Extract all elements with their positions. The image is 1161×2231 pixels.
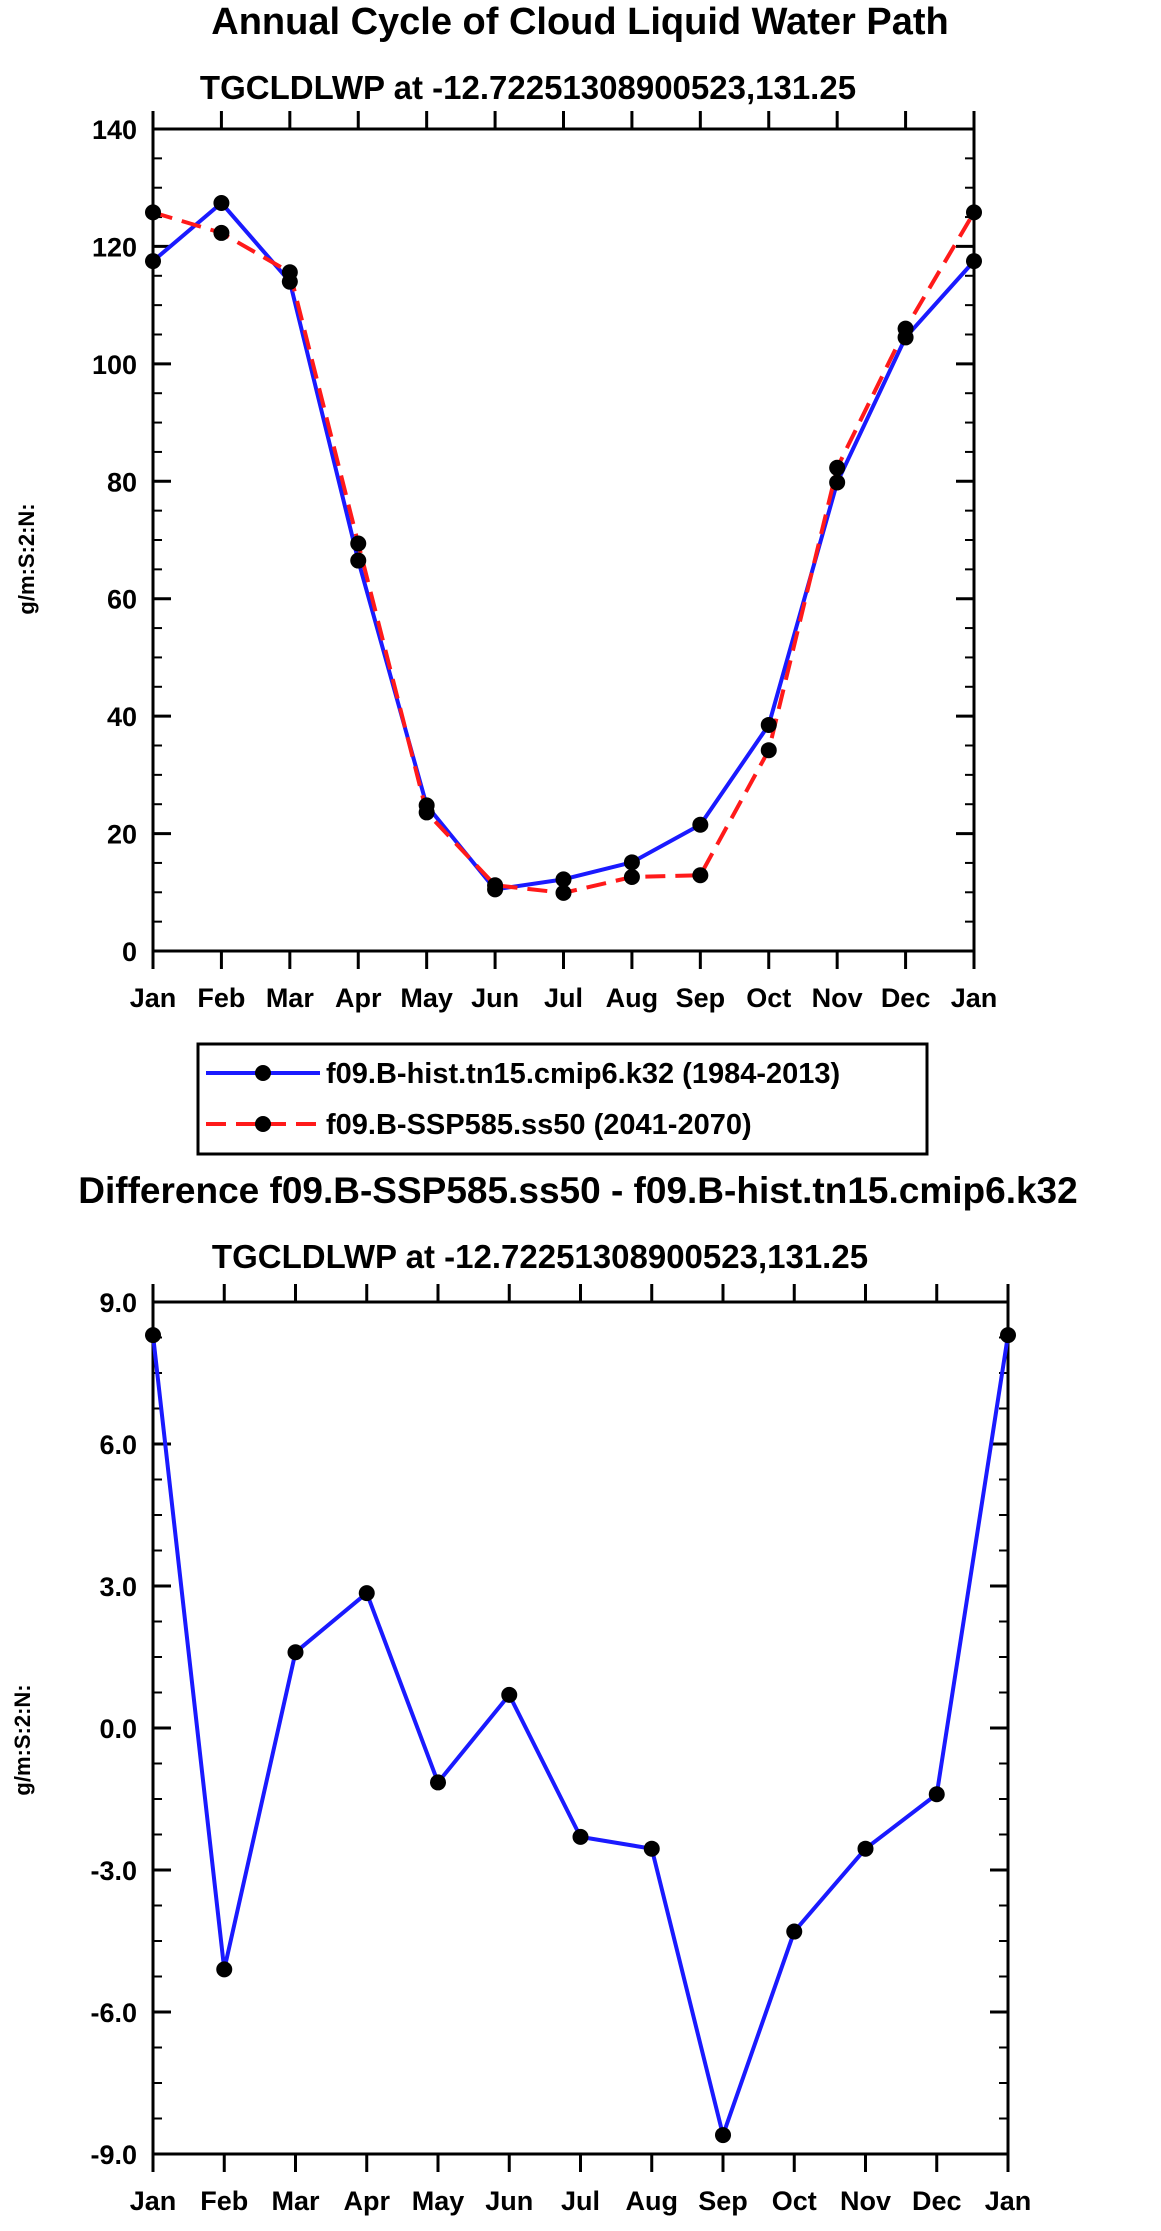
top-chart-series-1-point (966, 204, 982, 221)
top-chart-xtick-label: Jun (471, 983, 519, 1013)
bottom-chart-series-0-point (501, 1686, 518, 1703)
top-chart-series-0-point (623, 854, 640, 871)
bottom-chart-ylabel: g/m:S:2:N: (10, 1684, 35, 1795)
bottom-chart-xtick-label: Jul (561, 2186, 600, 2216)
bottom-chart-title: Difference f09.B-SSP585.ss50 - f09.B-his… (78, 1170, 1077, 1211)
top-chart-series-0-point (555, 871, 572, 888)
top-chart-series-1-point (692, 867, 709, 884)
top-chart-series-1-point (760, 742, 777, 759)
bottom-chart-series-0-point (216, 1961, 233, 1978)
top-chart-subtitle: TGCLDLWP at -12.72251308900523,131.25 (200, 69, 856, 106)
bottom-chart-subtitle: TGCLDLWP at -12.72251308900523,131.25 (212, 1238, 868, 1275)
bottom-chart-xtick-label: Jan (985, 2186, 1032, 2216)
bottom-chart-series-line-0 (151, 1334, 1010, 2138)
top-chart-xtick-label: Feb (197, 983, 245, 1013)
top-chart-series-1-point (829, 459, 846, 476)
top-chart-series-0-point (145, 253, 161, 270)
bottom-chart-series-0-point (928, 1786, 945, 1803)
top-chart-xtick-label: Apr (335, 983, 382, 1013)
top-chart-xtick-label: Jan (130, 983, 177, 1013)
legend-label-hist: f09.B-hist.tn15.cmip6.k32 (1984-2013) (326, 1058, 840, 1090)
top-chart-ytick-label: 80 (107, 467, 137, 497)
bottom-chart-series-0-point (287, 1644, 304, 1661)
legend: f09.B-hist.tn15.cmip6.k32 (1984-2013) f0… (196, 1042, 929, 1156)
top-chart-series-0-point (760, 716, 777, 733)
bottom-chart-frame (151, 1300, 1010, 2156)
bottom-chart-xtick-label: Apr (344, 2186, 391, 2216)
top-chart-series-0-point (692, 816, 709, 833)
top-chart-title: Annual Cycle of Cloud Liquid Water Path (211, 1, 949, 43)
bottom-chart-series-0-point (358, 1585, 375, 1602)
bottom-chart-xtick-label: Nov (840, 2186, 891, 2216)
bottom-chart-series-0-point (430, 1774, 446, 1791)
bottom-chart-xtick-label: Feb (200, 2186, 248, 2216)
top-chart-series-1-point (281, 264, 298, 281)
top-chart-xtick-label: Oct (746, 983, 791, 1013)
bottom-chart-series-0-point (857, 1840, 874, 1857)
bottom-chart-xtick-label: May (412, 2186, 465, 2216)
bottom-chart-xtick-label: Dec (912, 2186, 962, 2216)
bottom-chart-xtick-label: Aug (626, 2186, 678, 2216)
top-chart-series-1-point (350, 535, 367, 552)
bottom-chart-ytick-label: 0.0 (99, 1714, 137, 1744)
bottom-chart-ytick-label: -9.0 (90, 2140, 137, 2170)
top-chart-ytick-label: 20 (107, 820, 137, 850)
top-chart-series-0-point (966, 253, 982, 270)
bottom-plot-area: -9.0 -6.0 -3.0 0.0 3.0 6.0 9.0 Jan Feb Mar Apr May J… (90, 1284, 1031, 2216)
top-chart-xtick-label: Nov (812, 983, 863, 1013)
top-chart-frame (151, 127, 976, 953)
bottom-chart-xtick-label: Mar (271, 2186, 320, 2216)
top-chart-ylabel: g/m:S:2:N: (14, 503, 39, 614)
top-plot-area: 0 20 40 60 80 100 120 140 Jan Feb Mar Apr May Jun Jul A… (92, 111, 997, 1013)
bottom-chart-series-0-point (786, 1923, 803, 1940)
top-chart-ytick-label: 40 (107, 702, 137, 732)
top-chart-series-1-point (897, 320, 914, 337)
top-chart-xtick-label: Mar (266, 983, 315, 1013)
top-chart-ytick-label: 120 (92, 232, 137, 262)
legend-label-ssp: f09.B-SSP585.ss50 (2041-2070) (326, 1109, 752, 1141)
top-chart-series-1-point (213, 224, 230, 241)
top-chart-series-line-1 (152, 210, 976, 895)
top-chart-ytick-label: 60 (107, 585, 137, 615)
bottom-chart-series-0-point (572, 1828, 589, 1845)
top-chart-xtick-label: May (400, 983, 453, 1013)
top-chart-series-0-point (350, 552, 367, 569)
top-chart-xtick-label: Aug (606, 983, 658, 1013)
bottom-chart-series-0-point (643, 1840, 660, 1857)
top-chart-series-1-point (418, 804, 435, 821)
bottom-chart-series-0-point (1000, 1327, 1016, 1344)
top-chart-ytick-label: 0 (122, 937, 137, 967)
top-chart-series-1-point (145, 204, 161, 221)
top-chart-xtick-label: Jan (951, 983, 998, 1013)
top-chart-series-1-point (555, 884, 572, 901)
bottom-chart-ytick-label: -3.0 (90, 1856, 137, 1886)
top-chart-xtick-label: Dec (881, 983, 931, 1013)
bottom-chart-ytick-label: 3.0 (99, 1572, 137, 1602)
top-chart-series-1-point (623, 869, 640, 886)
top-chart-xtick-label: Jul (544, 983, 583, 1013)
bottom-chart-series-0-point (145, 1327, 161, 1344)
top-chart-series-line-0 (151, 200, 976, 892)
top-chart-ytick-label: 140 (92, 115, 137, 145)
top-chart-ytick-label: 100 (92, 350, 137, 380)
bottom-chart-ytick-label: 6.0 (99, 1430, 137, 1460)
bottom-chart-xtick-label: Sep (698, 2186, 748, 2216)
bottom-chart-xtick-label: Jun (485, 2186, 533, 2216)
top-chart-xtick-label: Sep (676, 983, 726, 1013)
bottom-chart-xtick-label: Jan (130, 2186, 177, 2216)
legend-box (196, 1042, 929, 1156)
top-chart-series-1-point (487, 877, 504, 894)
legend-marker-hist (255, 1065, 271, 1081)
bottom-chart-ytick-label: 9.0 (99, 1288, 137, 1318)
legend-marker-ssp (255, 1116, 271, 1132)
top-chart-series-0-point (213, 194, 230, 211)
bottom-chart-xtick-label: Oct (772, 2186, 817, 2216)
top-chart-series-0-point (829, 474, 846, 491)
bottom-chart-ytick-label: -6.0 (90, 1998, 137, 2028)
bottom-chart-series-0-point (715, 2127, 731, 2144)
